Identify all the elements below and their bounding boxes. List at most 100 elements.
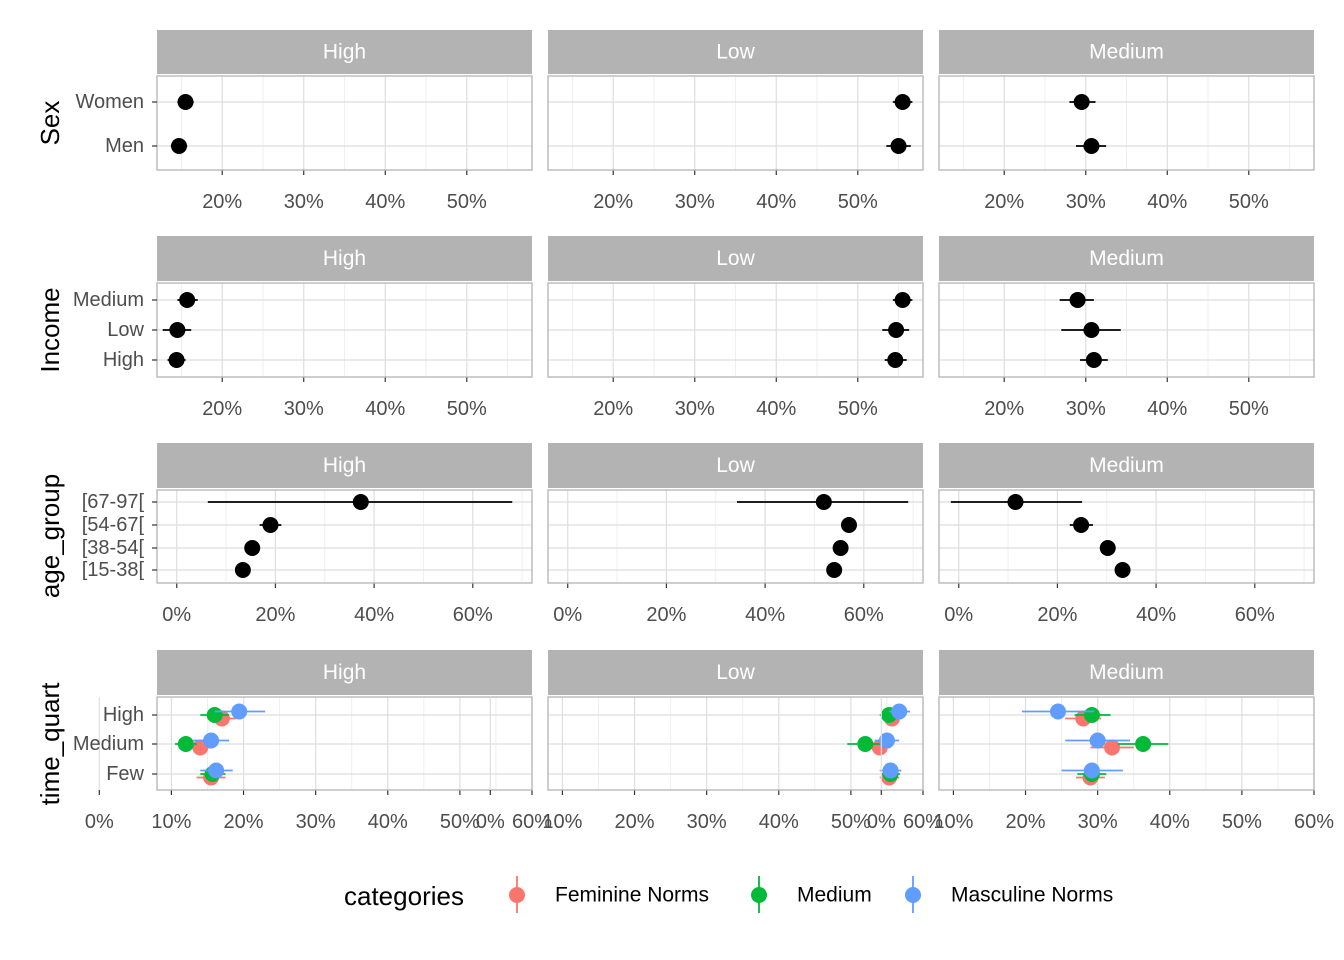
legend-key-point (509, 887, 525, 903)
x-tick-label: 60% (903, 811, 943, 833)
x-tick-label: 20% (984, 191, 1024, 213)
x-tick-label: 0% (85, 811, 114, 833)
x-tick-label: 20% (202, 398, 242, 420)
x-tick-label: 30% (687, 811, 727, 833)
strip (548, 443, 923, 488)
x-tick-label: 60% (453, 604, 493, 626)
data-point (1083, 762, 1100, 779)
y-tick-label: Medium (73, 733, 144, 755)
x-tick-label: 20% (255, 604, 295, 626)
y-tick-label: [38-54[ (82, 537, 145, 559)
panel-medium: Medium 20% 30% 40% 50% (938, 236, 1315, 420)
x-tick-label: 40% (745, 604, 785, 626)
panel-border (938, 282, 1315, 378)
data-point (1073, 94, 1090, 110)
x-tick-label: 40% (1147, 191, 1187, 213)
panel-border (547, 489, 924, 584)
panel-high: High 0% 10% 20% 30% 40% 50% 60% Few Medium High (73, 650, 552, 833)
x-tick-label: 40% (365, 191, 405, 213)
data-point (171, 138, 188, 154)
data-point (1099, 540, 1116, 556)
data-point (208, 762, 225, 779)
strip-label: High (323, 41, 366, 64)
panel-high: High 20% 30% 40% 50% Men Women (75, 30, 533, 213)
x-tick-label: 50% (440, 811, 480, 833)
data-point (1007, 494, 1024, 510)
y-tick-label: Women (75, 91, 144, 113)
row-title: Income (35, 287, 65, 372)
data-point (203, 732, 220, 749)
strip-label: High (323, 454, 366, 477)
panel-border (938, 489, 1315, 584)
y-tick-label: [67-97[ (82, 491, 145, 513)
x-tick-label: 40% (759, 811, 799, 833)
x-tick-label: 20% (593, 398, 633, 420)
x-tick-label: 40% (365, 398, 405, 420)
strip (548, 236, 923, 281)
legend-label: Medium (797, 884, 872, 907)
panel-background (157, 490, 532, 583)
x-tick-label: 50% (1229, 191, 1269, 213)
panel-high: High 20% 30% 40% 50% High Low Medium (73, 236, 533, 420)
data-point (1083, 707, 1100, 723)
legend-label: Feminine Norms (555, 884, 709, 907)
x-tick-label: 20% (224, 811, 264, 833)
data-point (887, 352, 904, 368)
data-point (244, 540, 261, 556)
x-tick-label: 20% (615, 811, 655, 833)
strip (157, 443, 532, 488)
x-tick-label: 20% (984, 398, 1024, 420)
x-tick-label: 20% (646, 604, 686, 626)
panel-background (548, 490, 923, 583)
x-tick-label: 60% (512, 811, 552, 833)
y-tick-label: Few (106, 763, 144, 785)
x-tick-label: 40% (1136, 604, 1176, 626)
strip (157, 650, 532, 695)
panel-border (938, 696, 1315, 791)
x-tick-label: 50% (831, 811, 871, 833)
x-tick-label: 10% (542, 811, 582, 833)
strip-label: High (323, 247, 366, 270)
x-tick-label: 10% (151, 811, 191, 833)
x-tick-label: 10% (933, 811, 973, 833)
strip (157, 236, 532, 281)
facet-row-time-quart: time_quart High 0% 10% 20% 30% 40% 50% 60% Few Med… (35, 650, 1334, 833)
data-point (832, 540, 849, 556)
strip-label: Medium (1089, 661, 1164, 684)
strip-label: Low (716, 454, 755, 477)
y-tick-label: High (103, 349, 144, 371)
panel-border (156, 489, 533, 584)
x-tick-label: 40% (368, 811, 408, 833)
data-point (206, 707, 223, 723)
strip-label: Low (716, 661, 755, 684)
data-point (891, 703, 908, 720)
row-title: time_quart (35, 682, 65, 806)
strip (939, 236, 1314, 281)
strip (548, 650, 923, 695)
data-point (890, 138, 907, 154)
x-tick-label: 40% (756, 398, 796, 420)
row-title: Sex (35, 101, 65, 146)
data-point (878, 732, 895, 749)
x-tick-label: 30% (284, 191, 324, 213)
legend-key-point (751, 887, 767, 903)
x-tick-label: 0% (867, 811, 896, 833)
data-point (231, 703, 248, 720)
strip (939, 443, 1314, 488)
strip (157, 30, 532, 74)
x-tick-label: 20% (593, 191, 633, 213)
strip (939, 650, 1314, 695)
data-point (1083, 138, 1100, 154)
data-point (1069, 292, 1086, 308)
x-tick-label: 50% (447, 398, 487, 420)
data-point (894, 292, 911, 308)
panel-medium: Medium 0% 10% 20% 30% 40% 50% 60% (867, 650, 1334, 833)
x-tick-label: 30% (1066, 398, 1106, 420)
data-point (1083, 322, 1100, 338)
panel-border (938, 75, 1315, 171)
panel-low: Low 20% 30% 40% 50% (547, 30, 924, 213)
data-point (826, 562, 843, 578)
x-tick-label: 30% (1066, 191, 1106, 213)
x-tick-label: 20% (202, 191, 242, 213)
x-tick-label: 60% (1294, 811, 1334, 833)
